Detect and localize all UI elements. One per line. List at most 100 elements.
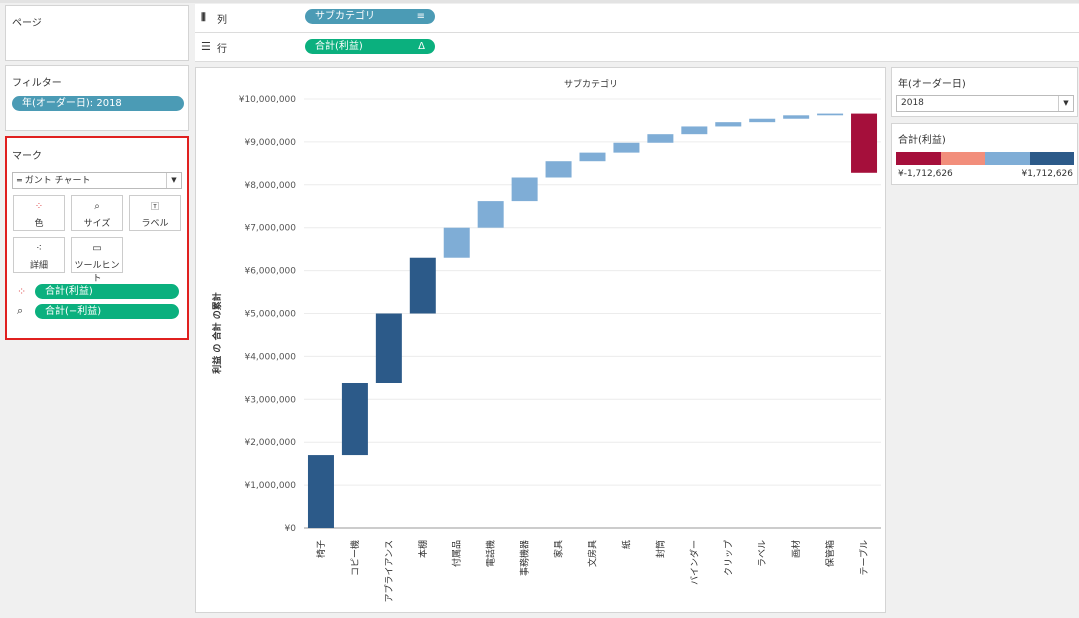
detail-dots-icon: ⁖ [36,243,42,254]
bar[interactable] [545,161,572,178]
x-category-label: 椅子 [315,540,327,558]
color-encoding-icon: ⁘ [17,285,27,298]
x-category-label: 家具 [553,540,565,558]
columns-icon: ⦀ [201,11,206,24]
x-category-label: 文房具 [587,540,599,567]
x-category-label: テーブル [858,540,870,575]
color-profit-pill[interactable]: 合計(利益) [35,284,179,299]
year-filter-panel[interactable]: 年(オーダー日) 2018 ▼ [891,67,1078,117]
year-filter-dropdown[interactable]: 2018 ▼ [896,95,1074,112]
bar[interactable] [681,126,708,135]
x-category-label: 電話機 [485,540,497,567]
chevron-down-icon: ▼ [1058,96,1073,111]
size-neg-profit-pill[interactable]: 合計(−利益) [35,304,179,319]
detail-button[interactable]: ⁖ 詳細 [13,237,65,273]
sort-icon: ≡ [416,11,425,22]
filters-panel[interactable]: フィルター 年(オーダー日): 2018 [5,65,189,131]
bar[interactable] [749,118,776,123]
columns-pill-label: サブカテゴリ [315,11,375,22]
y-tick-label: ¥2,000,000 [244,438,296,448]
x-category-label: 封筒 [654,540,666,558]
color-legend-title: 合計(利益) [898,135,946,146]
year-filter-title: 年(オーダー日) [898,79,966,90]
bar[interactable] [341,382,368,456]
legend-min: ¥-1,712,626 [898,169,953,179]
pages-panel[interactable]: ページ [5,5,189,61]
bar[interactable] [613,142,640,153]
ramp-seg-3 [985,152,1030,165]
gantt-icon: ═ [17,176,22,185]
color-legend-panel[interactable]: 合計(利益) ¥-1,712,626 ¥1,712,626 [891,123,1078,185]
bar[interactable] [477,201,504,228]
size-button[interactable]: ⌕ サイズ [71,195,123,231]
x-category-label: 紙 [620,540,632,549]
bar[interactable] [375,313,402,383]
columns-label: 列 [217,15,227,26]
y-tick-label: ¥9,000,000 [244,138,296,148]
bar[interactable] [647,134,674,143]
label-button-label: ラベル [141,219,169,229]
bar[interactable] [511,177,538,202]
filters-title: フィルター [12,78,62,89]
tooltip-button[interactable]: ▭ ツールヒント [71,237,123,284]
y-tick-label: ¥0 [285,524,297,534]
pages-title: ページ [12,18,42,29]
columns-subcategory-pill[interactable]: サブカテゴリ ≡ [305,9,435,24]
rows-shelf[interactable]: ☰ 行 合計(利益) Δ [195,33,1079,62]
bar[interactable] [579,152,606,162]
columns-shelf[interactable]: ⦀ 列 サブカテゴリ ≡ [195,4,1079,33]
x-category-label: クリップ [723,540,734,576]
y-tick-label: ¥3,000,000 [244,395,296,405]
x-category-label: 事務機器 [519,540,531,576]
chart-title: サブカテゴリ [564,78,618,90]
rows-label: 行 [217,44,227,55]
color-button[interactable]: ⁘ 色 [13,195,65,231]
detail-button-label: 詳細 [29,261,48,271]
color-button-label: 色 [34,219,44,229]
x-category-label: 本棚 [417,540,429,558]
filter-year-pill[interactable]: 年(オーダー日): 2018 [12,96,184,111]
rows-profit-pill[interactable]: 合計(利益) Δ [305,39,435,54]
tooltip-icon: ▭ [92,243,102,254]
y-tick-label: ¥7,000,000 [244,224,296,234]
y-tick-label: ¥10,000,000 [239,95,297,105]
bar[interactable] [443,227,470,258]
delta-icon: Δ [418,41,425,52]
color-dots-icon: ⁘ [34,201,44,212]
chevron-down-icon: ▼ [166,173,181,188]
size-button-label: サイズ [83,219,111,229]
rows-pill-label: 合計(利益) [315,41,363,52]
y-tick-label: ¥4,000,000 [244,352,296,362]
x-category-label: アプライアンス [384,540,395,602]
waterfall-chart[interactable]: サブカテゴリ 利益 の 合計 の累計 ¥0 ¥1,000,000 ¥2,000,00… [196,68,885,612]
mark-type-label: ガント チャート [24,176,91,186]
x-category-label: 画材 [790,540,802,558]
label-button[interactable]: 🅃 ラベル [129,195,181,231]
x-category-label: コピー機 [349,540,361,576]
x-category-label: バインダー [688,540,700,585]
color-ramp [896,152,1074,165]
bar[interactable] [851,113,878,173]
chart-panel[interactable]: サブカテゴリ 利益 の 合計 の累計 ¥0 ¥1,000,000 ¥2,000,00… [195,67,886,613]
tooltip-button-label: ツールヒント [74,261,120,284]
bar[interactable] [307,455,334,528]
text-label-icon: 🅃 [151,202,159,211]
size-encoding-icon: ⌕ [17,304,24,317]
ramp-seg-4 [1029,152,1074,165]
y-tick-label: ¥6,000,000 [244,267,296,277]
legend-max: ¥1,712,626 [1021,169,1073,179]
bar[interactable] [715,122,742,127]
bar[interactable] [817,113,844,116]
marks-panel[interactable]: マーク ═ ガント チャート ▼ ⁘ 色 ⌕ サイズ 🅃 ラベル ⁖ 詳細 ▭ … [5,136,189,340]
bar[interactable] [783,115,810,119]
bar[interactable] [409,257,436,314]
size-icon: ⌕ [94,201,100,212]
mark-type-dropdown[interactable]: ═ ガント チャート ▼ [12,172,182,189]
x-category-label: 付属品 [452,540,463,567]
y-tick-label: ¥1,000,000 [244,481,296,491]
ramp-seg-1 [896,152,941,165]
year-filter-value: 2018 [901,98,924,108]
x-category-label: 保管箱 [824,540,836,567]
y-axis-label: 利益 の 合計 の累計 [211,292,223,374]
y-tick-label: ¥8,000,000 [244,181,296,191]
